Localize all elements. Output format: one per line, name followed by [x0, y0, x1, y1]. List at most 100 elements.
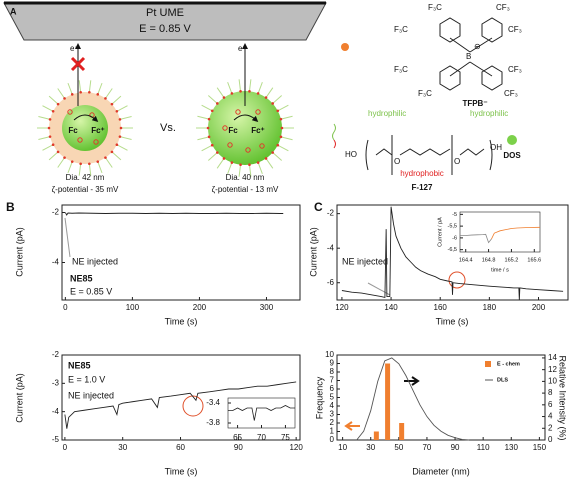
y-tick-label: 4: [330, 401, 335, 410]
x-axis-label: Time (s): [165, 466, 198, 476]
surfactant: [272, 95, 283, 104]
surfactant-head: [96, 93, 100, 96]
plot-frame: [336, 204, 569, 301]
panel-a: A Pt UME E = 0.85 V e⁻ e⁻ Fc Fc⁺ Fc Fc⁺ …: [3, 1, 522, 194]
fc-dot: [255, 109, 261, 115]
fc-plus: Fc⁺: [91, 126, 105, 135]
surfactant-head: [271, 102, 274, 105]
f127-label: F-127: [412, 183, 433, 192]
surfactant-head: [207, 135, 211, 139]
surfactant: [119, 136, 132, 140]
y-tick-label: 6: [330, 384, 335, 393]
plot-frame: [227, 397, 296, 429]
surfactant: [105, 157, 113, 168]
surfactant-head: [51, 143, 55, 147]
highlight: [182, 395, 204, 417]
electrode-label: Pt UME: [146, 7, 184, 19]
fc-dot: [77, 137, 83, 143]
surfactant: [227, 82, 233, 94]
arrow: [73, 114, 99, 123]
surfactant: [216, 87, 225, 98]
potential-label: E = 0.85 V: [139, 23, 191, 35]
surfactant: [248, 164, 252, 177]
surfactant: [97, 161, 103, 174]
cf3: F₃C: [394, 65, 408, 74]
decor: [64, 217, 466, 431]
y-tick-label: -5: [452, 212, 457, 218]
ho: HO: [345, 150, 357, 159]
surfactant: [201, 104, 213, 112]
surfactant-head: [48, 135, 52, 138]
surfactant-head: [115, 143, 119, 147]
surfactant: [119, 116, 132, 120]
surfactant: [57, 157, 65, 168]
surfactant: [78, 163, 82, 176]
fc-dot: [227, 142, 233, 148]
y-tick-label: -2: [327, 209, 335, 218]
surfactant-head: [63, 156, 66, 159]
ring: [481, 17, 503, 43]
x-tick-label: 164.8: [482, 257, 496, 263]
surfactant-head: [222, 157, 226, 160]
surfactant: [97, 82, 103, 95]
cf3: CF₃: [504, 89, 518, 98]
surfactant: [48, 95, 59, 105]
x-tick-label: 130: [505, 443, 519, 452]
y-tick-label: -3: [52, 378, 60, 387]
surfactant: [38, 116, 51, 120]
surfactant-head: [210, 109, 214, 113]
annotation: NE injected: [72, 256, 118, 266]
surfactant-head: [56, 150, 60, 154]
surfactant-head: [216, 151, 219, 154]
surfactant: [116, 144, 128, 151]
surfactant: [238, 79, 242, 92]
dos-icon: [507, 135, 517, 145]
surfactant-head: [79, 90, 82, 94]
y-axis-label: Frequency: [314, 376, 324, 419]
surfactant: [42, 105, 54, 112]
surfactant-head: [276, 109, 280, 113]
fc-plus: Fc⁺: [251, 126, 265, 135]
surfactant: [197, 115, 210, 120]
axis-arrow: [404, 376, 420, 386]
x-tick-label: 0: [63, 303, 68, 312]
y2-tick-label: 0: [548, 435, 553, 444]
x-tick-label: 75: [281, 433, 290, 442]
x-tick-label: 150: [533, 443, 547, 452]
surfactant-head: [56, 102, 60, 106]
surfactant-head: [279, 135, 283, 139]
panel-label: C: [314, 200, 323, 214]
y-tick-label: -3.4: [206, 398, 220, 407]
y-tick-label: 0: [330, 435, 335, 444]
y-tick-label: 8: [330, 367, 335, 376]
x-tick-label: 70: [422, 443, 431, 452]
surfactant: [265, 87, 274, 98]
surfactant-head: [230, 92, 234, 95]
diameter: Dia. 42 nm: [66, 173, 105, 182]
surfactant: [227, 162, 233, 174]
surfactant-head: [119, 126, 123, 130]
hydrophobic: hydrophobic: [400, 169, 444, 178]
surfactant: [38, 136, 51, 140]
x-tick-label: 90: [451, 443, 460, 452]
y-tick-label: -6: [452, 235, 457, 241]
annotation: NE85: [70, 273, 93, 283]
x-tick-label: 70: [257, 433, 266, 442]
x-axis-label: time / s: [491, 267, 509, 273]
x-axis-label: Time (s): [165, 316, 198, 326]
surfactant-head: [230, 161, 234, 164]
surfactant: [265, 158, 274, 169]
pointer: [367, 282, 391, 296]
surfactant: [116, 105, 128, 112]
surfactant: [272, 152, 283, 161]
fc: Fc: [228, 126, 238, 135]
x-tick-label: 180: [483, 303, 497, 312]
x-tick-label: 30: [366, 443, 375, 452]
legend-swatch: [485, 361, 491, 367]
surfactant-head: [88, 162, 91, 166]
surfactant-head: [96, 160, 100, 163]
electron: e⁻: [70, 44, 79, 53]
y2-tick-label: 6: [548, 400, 553, 409]
surfactant-head: [279, 117, 283, 121]
surfactant-head: [264, 157, 268, 160]
